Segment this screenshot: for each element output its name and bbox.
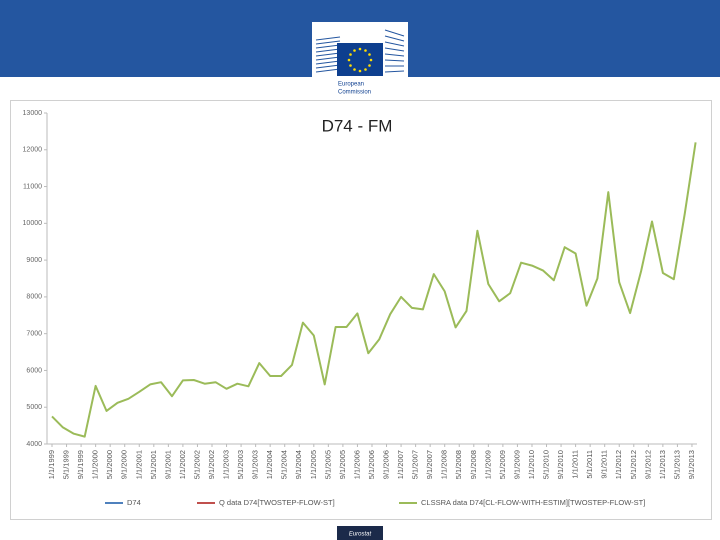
x-tick-label: 5/1/2012: [629, 450, 638, 479]
x-tick-label: 1/1/2007: [396, 450, 405, 479]
x-tick-label: 9/1/2004: [294, 450, 303, 479]
x-tick-label: 9/1/2005: [338, 450, 347, 479]
series-line: [51, 142, 697, 438]
x-tick-label: 9/1/2002: [207, 450, 216, 479]
x-tick-label: 5/1/1999: [62, 450, 71, 479]
x-tick-label: 9/1/2001: [163, 450, 172, 479]
x-tick-label: 9/1/2008: [469, 450, 478, 479]
x-tick-label: 1/1/2013: [658, 450, 667, 479]
x-tick-label: 5/1/2002: [192, 450, 201, 479]
x-tick-label: 9/1/1999: [76, 450, 85, 479]
x-tick-label: 5/1/2007: [411, 450, 420, 479]
x-tick-label: 5/1/2005: [323, 450, 332, 479]
x-tick-label: 9/1/2011: [600, 450, 609, 479]
footer-source: Eurostat: [349, 532, 372, 538]
x-tick-label: 5/1/2009: [498, 450, 507, 479]
footer-box: [337, 526, 383, 540]
legend-label: Q data D74[TWOSTEP-FLOW-ST]: [219, 498, 335, 507]
y-tick-label: 7000: [26, 331, 42, 338]
y-tick-label: 9000: [26, 257, 42, 264]
y-tick-label: 12000: [23, 147, 43, 154]
y-tick-label: 11000: [23, 183, 42, 190]
y-tick-label: 8000: [26, 294, 42, 301]
y-tick-label: 10000: [23, 220, 43, 227]
x-tick-label: 1/1/2009: [483, 450, 492, 479]
x-tick-label: 5/1/2004: [280, 450, 289, 479]
y-tick-label: 6000: [26, 367, 42, 374]
x-tick-label: 5/1/2006: [367, 450, 376, 479]
x-tick-label: 5/1/2011: [585, 450, 594, 479]
x-tick-label: 5/1/2003: [236, 450, 245, 479]
x-tick-label: 1/1/2001: [134, 450, 143, 479]
x-tick-label: 5/1/2010: [542, 450, 551, 479]
x-tick-label: 5/1/2001: [149, 450, 158, 479]
x-tick-label: 9/1/2010: [556, 450, 565, 479]
logo-text: European: [338, 82, 364, 88]
x-tick-label: 1/1/2006: [352, 450, 361, 479]
x-tick-label: 1/1/2012: [614, 450, 623, 479]
plot: 4000 5000 6000 7000 8000 9000 10000 11000 12000 1…: [23, 110, 697, 507]
x-tick-label: 1/1/2010: [527, 450, 536, 479]
x-tick-label: 5/1/2008: [454, 450, 463, 479]
legend-label: D74: [127, 498, 141, 507]
x-tick-label: 1/1/2008: [440, 450, 449, 479]
x-tick-label: 1/1/2003: [222, 450, 231, 479]
y-tick-label: 5000: [26, 404, 42, 411]
x-tick-label: 9/1/2009: [512, 450, 521, 479]
x-tick-label: 5/1/2000: [105, 450, 114, 479]
x-tick-label: 1/1/2002: [178, 450, 187, 479]
x-tick-label: 9/1/2000: [120, 450, 129, 479]
legend-label: CLSSRA data D74[CL-FLOW-WITH-ESTIM][TWOS…: [421, 498, 645, 507]
x-tick-label: 9/1/2013: [687, 450, 696, 479]
x-tick-label: 1/1/2011: [571, 450, 580, 479]
chart-frame: [10, 100, 712, 520]
x-tick-label: 9/1/2003: [251, 450, 260, 479]
x-tick-label: 5/1/2013: [672, 450, 681, 479]
x-tick-label: 1/1/2000: [91, 450, 100, 479]
eu-stars: [347, 47, 373, 73]
x-tick-label: 1/1/1999: [47, 450, 56, 479]
logo: European Commission: [312, 22, 408, 98]
y-tick-label: 4000: [26, 441, 42, 448]
x-tick-label: 1/1/2005: [309, 450, 318, 479]
x-tick-label: 1/1/2004: [265, 450, 274, 479]
x-tick-label: 9/1/2012: [643, 450, 652, 479]
logo-building: [315, 29, 405, 73]
y-tick-label: 13000: [23, 110, 43, 117]
x-tick-label: 9/1/2007: [425, 450, 434, 479]
x-tick-label: 9/1/2006: [382, 450, 391, 479]
logo-text: Commission: [338, 90, 371, 96]
chart-title: D74 - FM: [322, 116, 393, 135]
